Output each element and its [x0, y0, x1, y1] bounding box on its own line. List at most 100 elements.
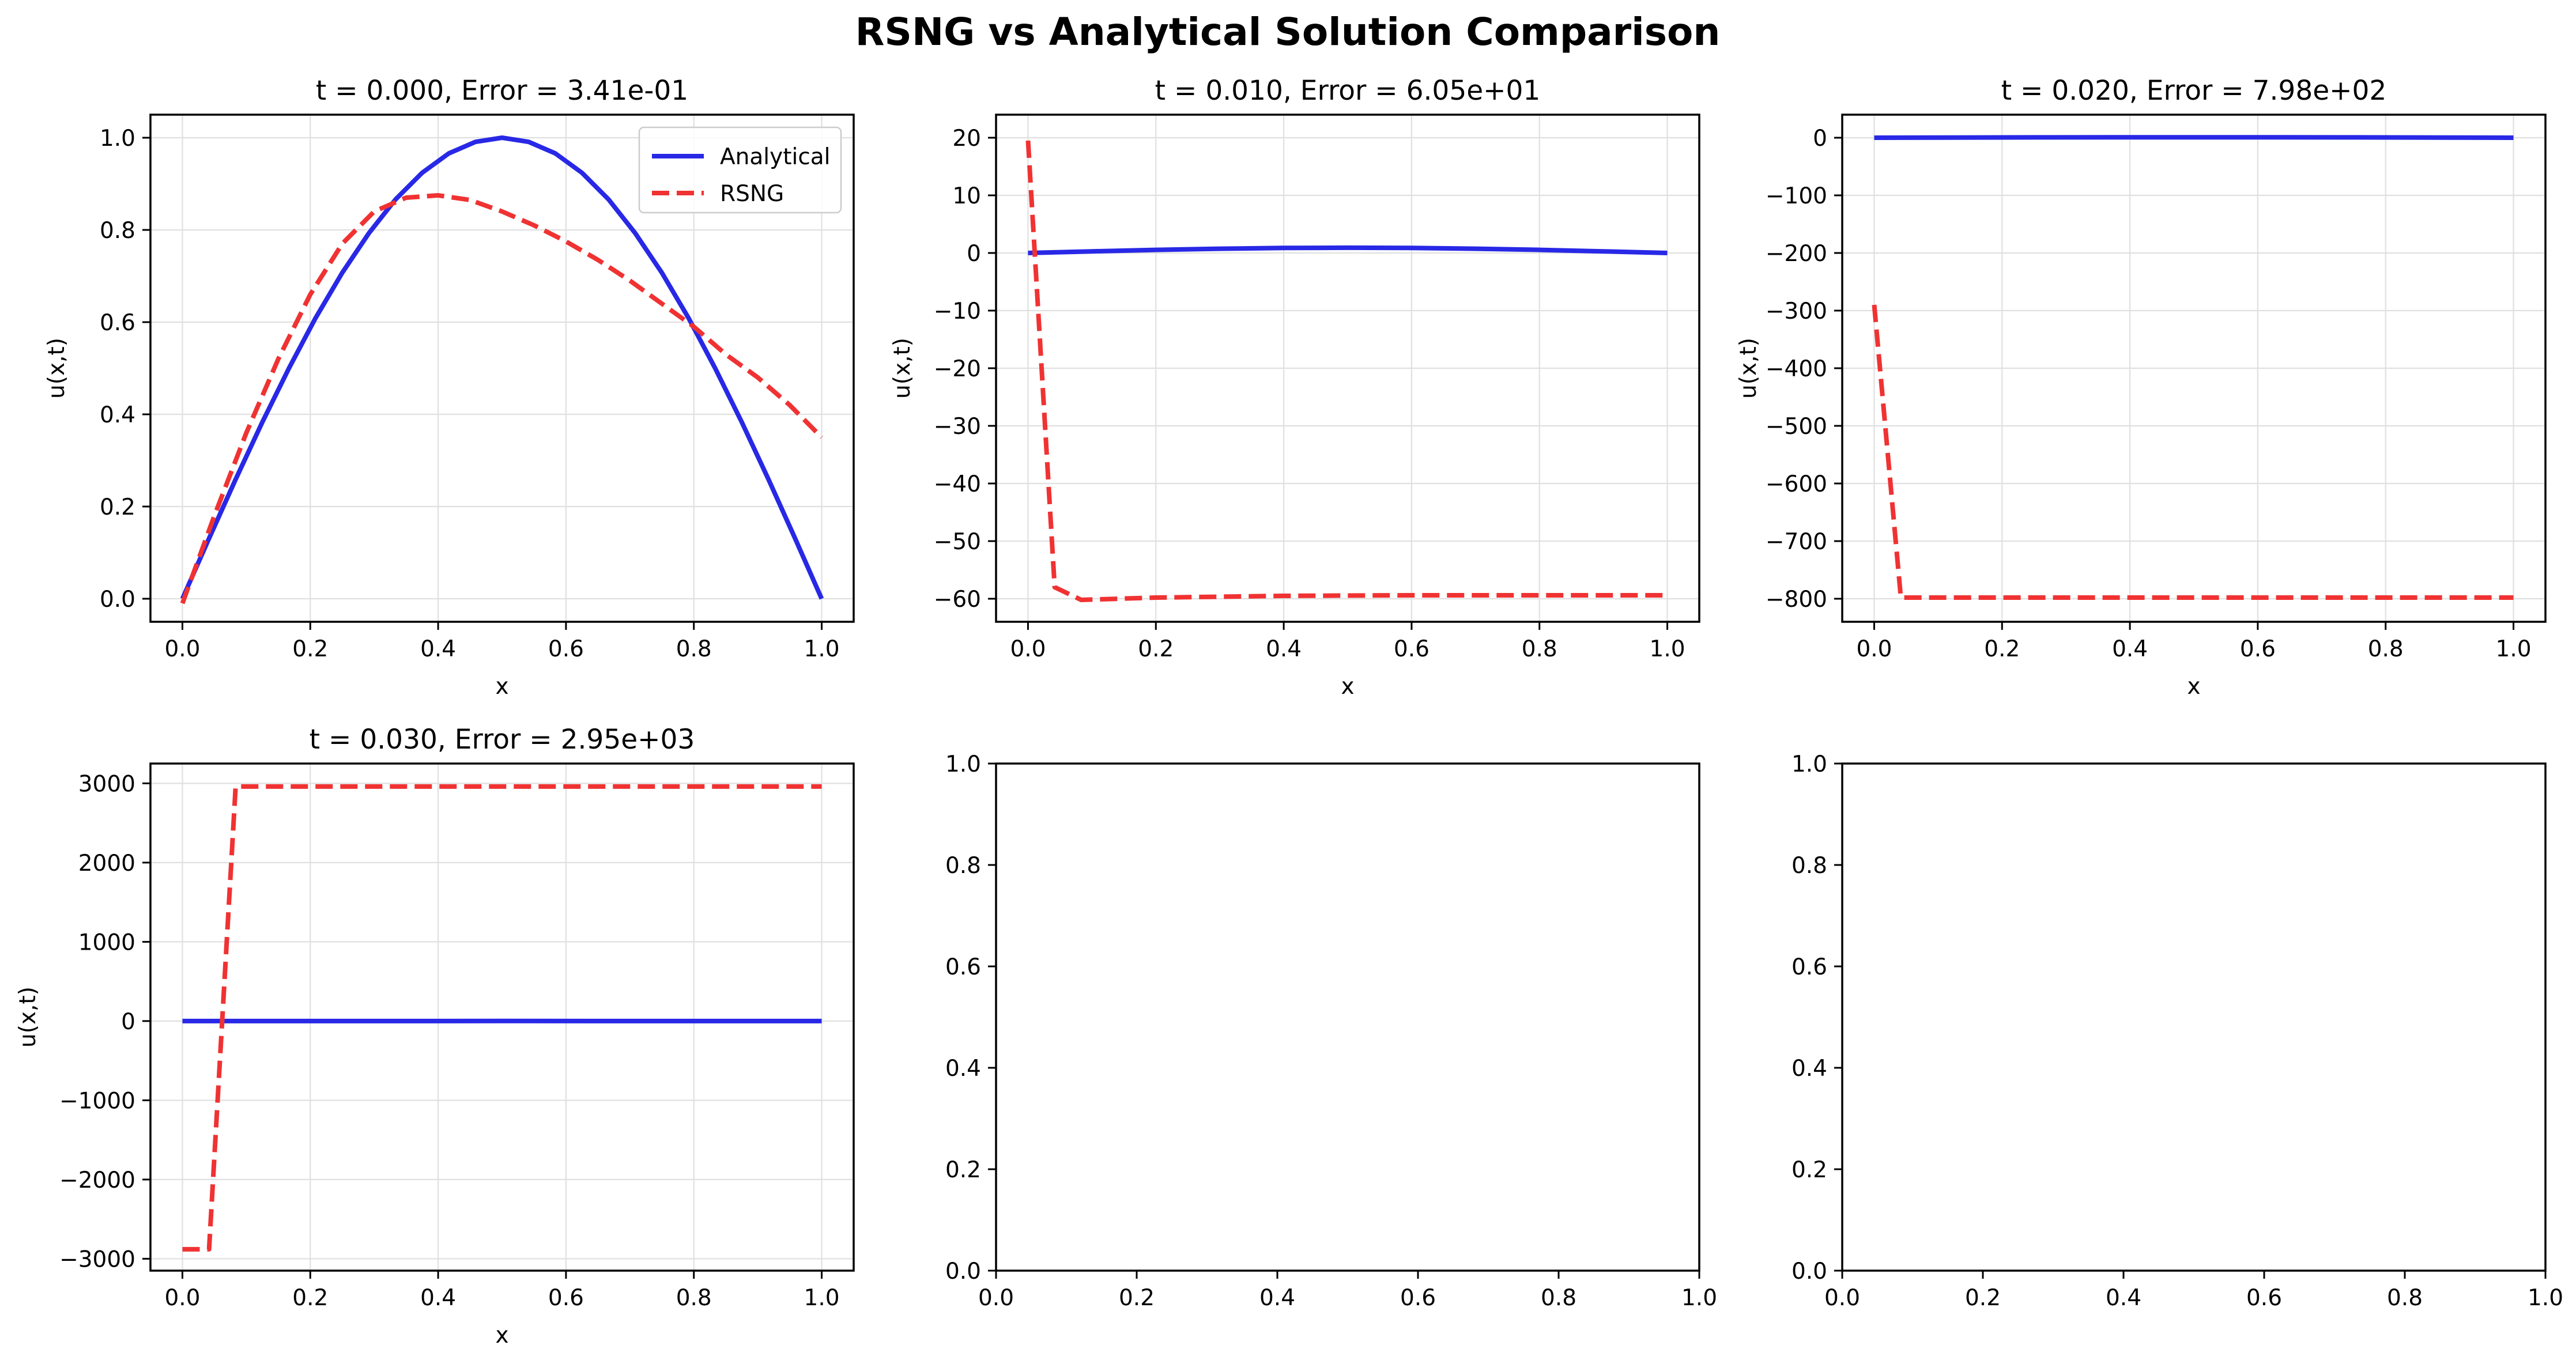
x-tick-label: 0.4	[420, 636, 456, 662]
x-tick-label: 0.6	[2240, 636, 2276, 662]
subplot-5: 0.0 0.2 0.4 0.6 0.8 1.0 0.0 0.2 0.4 0.6 0.8 1.0	[945, 751, 1717, 1311]
x-tick-label: 0.6	[548, 1285, 584, 1311]
subplot-title: t = 0.000, Error = 3.41e-01	[316, 75, 688, 107]
subplot-title: t = 0.010, Error = 6.05e+01	[1155, 75, 1541, 107]
x-tick-label: 0.4	[1266, 636, 1302, 662]
x-tick-label: 0.4	[1259, 1285, 1295, 1311]
y-tick-label: −40	[934, 471, 981, 497]
axes-frame	[995, 762, 1700, 1272]
series-line-rsng	[182, 784, 822, 1252]
x-tick-label: 0.8	[1541, 1285, 1576, 1311]
subplot-6: 0.0 0.2 0.4 0.6 0.8 1.0 0.0 0.2 0.4 0.6 0.8 1.0	[1791, 751, 2563, 1311]
subplot-grid: 0.0 0.2 0.4 0.6 0.8 1.0 0.0 0.2 0.4 0.6 0.8 1.0 t = …	[15, 75, 2563, 1348]
x-tick-label: 1.0	[804, 1285, 840, 1311]
x-tick-label: 0.8	[676, 1285, 712, 1311]
subplot-1: 0.0 0.2 0.4 0.6 0.8 1.0 0.0 0.2 0.4 0.6 0.8 1.0 t = …	[44, 75, 855, 700]
y-tick-label: −30	[934, 414, 981, 440]
x-axis-label: x	[495, 1323, 508, 1348]
x-tick-label: 0.0	[1010, 636, 1046, 662]
x-tick-label: 0.2	[1138, 636, 1174, 662]
x-tick-label: 0.0	[1824, 1285, 1860, 1311]
x-tick-label: 0.8	[1522, 636, 1557, 662]
y-tick-label: 0	[967, 241, 981, 267]
series-line-rsng	[1872, 304, 2514, 600]
x-axis-label: x	[2187, 674, 2200, 700]
y-tick-label: −2000	[59, 1167, 135, 1193]
y-tick-label: −700	[1766, 529, 1827, 555]
y-tick-label: 0.6	[1791, 954, 1827, 980]
subplot-2: 0.0 0.2 0.4 0.6 0.8 1.0 20 10 0 −10 −20 −30 −40 −50 −6…	[889, 75, 1700, 700]
series-line-analytical	[1874, 135, 2514, 140]
x-tick-label: 0.6	[1400, 1285, 1436, 1311]
x-axis-label: x	[1341, 674, 1354, 700]
y-tick-label: 0	[1813, 126, 1827, 152]
y-tick-label: −3000	[59, 1246, 135, 1272]
y-tick-label: 20	[952, 126, 981, 152]
y-tick-label: −60	[934, 587, 981, 613]
series-line-analytical	[1028, 245, 1668, 255]
x-tick-label: 0.0	[1856, 636, 1892, 662]
subplot-4: 0.0 0.2 0.4 0.6 0.8 1.0 3000 2000 1000 0 −1000 −200…	[15, 724, 855, 1348]
y-axis-label: u(x,t)	[44, 338, 70, 399]
figure-title: RSNG vs Analytical Solution Comparison	[855, 10, 1721, 54]
y-tick-label: 0.0	[1791, 1259, 1827, 1284]
y-tick-label: −300	[1766, 299, 1827, 324]
y-tick-label: 0.6	[100, 310, 135, 336]
x-tick-label: 0.6	[2246, 1285, 2282, 1311]
y-tick-label: 0.6	[945, 954, 981, 980]
subplot-3: 0.0 0.2 0.4 0.6 0.8 1.0 0 −100 −200 −300 −400 −500 −…	[1736, 75, 2547, 700]
axes-frame	[149, 762, 855, 1272]
y-tick-label: −200	[1766, 241, 1827, 267]
y-tick-label: 1.0	[100, 126, 135, 152]
legend: Analytical RSNG	[638, 126, 842, 214]
legend-label-analytical: Analytical	[720, 144, 831, 170]
x-tick-label: 0.6	[548, 636, 584, 662]
x-tick-label: 0.2	[292, 636, 328, 662]
subplot-title: t = 0.030, Error = 2.95e+03	[310, 724, 695, 755]
x-tick-label: 0.2	[1965, 1285, 2001, 1311]
y-tick-label: 0.4	[100, 402, 135, 428]
series-line-rsng	[1025, 140, 1668, 602]
y-tick-label: −600	[1766, 471, 1827, 497]
axes-frame	[1841, 762, 2547, 1272]
y-tick-label: 1.0	[945, 751, 981, 777]
y-axis-label: u(x,t)	[889, 338, 915, 399]
x-tick-label: 1.0	[804, 636, 840, 662]
x-tick-label: 1.0	[1650, 636, 1685, 662]
y-tick-label: 0	[121, 1009, 135, 1035]
x-tick-label: 0.4	[420, 1285, 456, 1311]
y-tick-label: −10	[934, 299, 981, 324]
x-tick-label: 0.2	[292, 1285, 328, 1311]
y-tick-label: −1000	[59, 1088, 135, 1114]
x-tick-label: 1.0	[2528, 1285, 2563, 1311]
y-axis-label: u(x,t)	[1736, 338, 1762, 399]
y-axis-label: u(x,t)	[15, 987, 41, 1048]
y-tick-label: −400	[1766, 356, 1827, 382]
x-tick-label: 0.2	[1119, 1285, 1155, 1311]
series-line-rsng	[180, 193, 824, 604]
y-tick-label: 0.0	[945, 1259, 981, 1284]
y-tick-label: 0.8	[100, 218, 135, 244]
y-tick-label: −100	[1766, 183, 1827, 209]
y-tick-label: 0.8	[945, 853, 981, 879]
x-tick-label: 1.0	[2496, 636, 2532, 662]
y-tick-label: 2000	[78, 851, 135, 876]
series-line-analytical	[180, 135, 824, 600]
y-tick-label: 0.2	[945, 1157, 981, 1183]
y-tick-label: 0.2	[1791, 1157, 1827, 1183]
y-tick-label: 0.8	[1791, 853, 1827, 879]
y-tick-label: −500	[1766, 414, 1827, 440]
y-tick-label: 10	[952, 183, 981, 209]
x-tick-label: 0.0	[978, 1285, 1014, 1311]
y-tick-label: 3000	[78, 771, 135, 797]
y-tick-label: 1000	[78, 930, 135, 955]
y-tick-label: −800	[1766, 587, 1827, 613]
x-tick-label: 0.2	[1984, 636, 2020, 662]
y-tick-label: 1.0	[1791, 751, 1827, 777]
x-tick-label: 0.0	[164, 1285, 200, 1311]
y-tick-label: 0.2	[100, 494, 135, 520]
y-tick-label: 0.4	[945, 1056, 981, 1082]
x-tick-label: 0.8	[2387, 1285, 2423, 1311]
y-tick-label: −20	[934, 356, 981, 382]
